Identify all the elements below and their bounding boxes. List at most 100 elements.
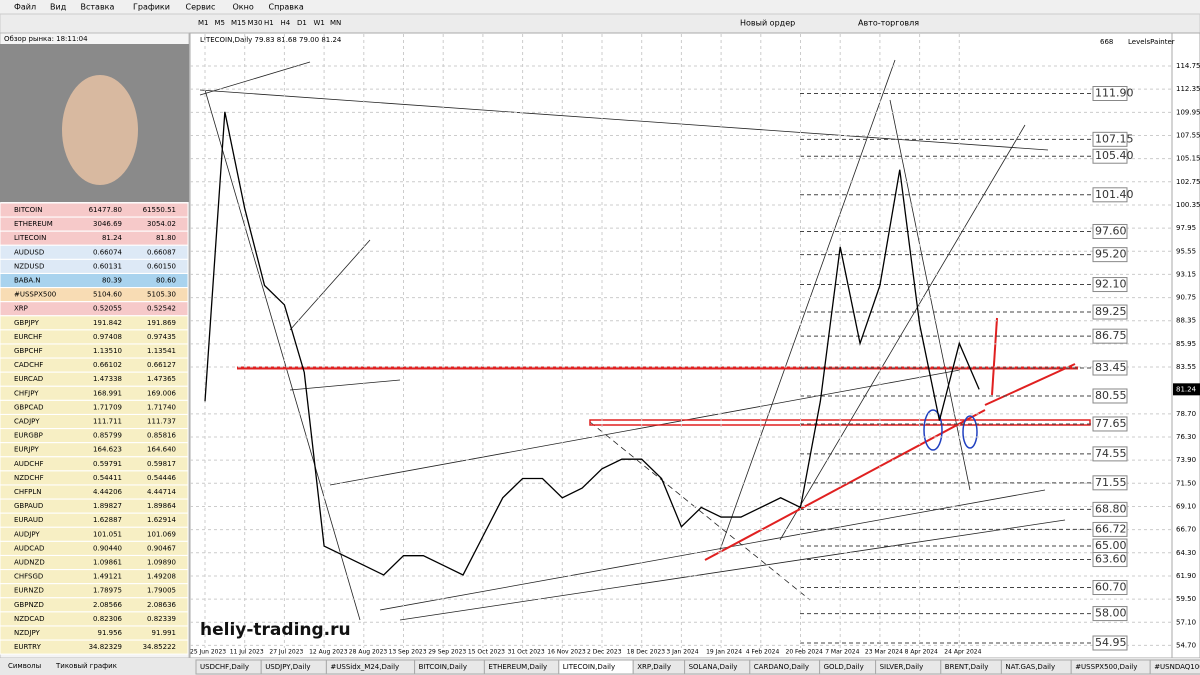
level-label: 74.55 — [1095, 447, 1127, 460]
symbol: CADJPY — [14, 418, 40, 426]
bid: 1.47338 — [93, 375, 122, 383]
ask: 81.80 — [156, 234, 176, 242]
symbol: GBPJPY — [14, 319, 40, 327]
bid: 1.62887 — [93, 516, 122, 524]
level-box — [1092, 360, 1128, 376]
level-box — [1092, 475, 1128, 491]
level-box — [1092, 187, 1128, 203]
menu-item: Вставка — [81, 3, 115, 12]
chart-tab-label: XRP,Daily — [637, 663, 671, 671]
chart-tab-label: ETHEREUM,Daily — [488, 663, 547, 671]
price-tick-label: 100.35 — [1176, 201, 1200, 209]
bid: 0.97408 — [93, 333, 122, 341]
price-tick-label: 109.95 — [1176, 108, 1200, 116]
ask: 91.991 — [152, 629, 177, 637]
price-tick-label: 76.30 — [1176, 433, 1196, 441]
chart-tab[interactable] — [1149, 659, 1200, 675]
bid: 2.08566 — [93, 601, 122, 609]
bid: 1.89827 — [93, 502, 122, 510]
chart-tab-label: LITECOIN,Daily — [563, 663, 615, 671]
bid: 111.711 — [93, 418, 122, 426]
highlight — [923, 409, 943, 451]
price-tick-label: 102.75 — [1176, 178, 1200, 186]
date-label: 20 Feb 2024 — [786, 649, 824, 656]
row-bg — [0, 639, 189, 655]
chart-tab-label: SILVER,Daily — [880, 663, 924, 671]
symbol: NZDCAD — [14, 615, 45, 623]
bid: 1.09861 — [93, 559, 122, 567]
level-label: 54.95 — [1095, 636, 1127, 649]
ask: 164.640 — [147, 446, 176, 454]
bid: 0.85799 — [93, 432, 122, 440]
level-box — [1092, 635, 1128, 651]
timeframe-button: H4 — [281, 19, 291, 27]
arrow — [984, 363, 1076, 406]
panel-tab: Символы — [8, 662, 41, 670]
symbol: LITECOIN — [14, 234, 46, 242]
price-tick-label: 64.30 — [1176, 549, 1196, 557]
chart-header: LITECOIN,Daily 79.83 81.68 79.00 81.24 — [200, 36, 342, 44]
bid: 164.623 — [93, 446, 122, 454]
symbol: GBPCHF — [14, 347, 43, 355]
level-box — [1092, 277, 1128, 293]
ask: 1.89864 — [147, 502, 176, 510]
ask: 0.90467 — [147, 544, 176, 552]
level-box — [1092, 223, 1128, 239]
ask: 0.52542 — [147, 305, 176, 313]
bar-count: 668 — [1100, 38, 1113, 46]
bid: 1.71709 — [93, 403, 122, 411]
ask: 34.85222 — [143, 643, 176, 651]
level-box — [1092, 552, 1128, 568]
chart-area — [189, 32, 1200, 659]
red-trend — [704, 409, 986, 561]
trend-lines — [199, 59, 1066, 621]
date-label: 28 Aug 2023 — [349, 649, 388, 656]
price-tick-label: 95.55 — [1176, 247, 1196, 255]
symbol: EURAUD — [14, 516, 43, 524]
webcam-face — [62, 75, 138, 185]
bid: 1.49121 — [93, 573, 122, 581]
bid: 91.956 — [98, 629, 123, 637]
symbol: EURJPY — [14, 446, 40, 454]
symbol: ETHEREUM — [14, 220, 53, 228]
symbol: EURCAD — [14, 375, 43, 383]
level-label: 71.55 — [1095, 476, 1127, 489]
date-label: 29 Sep 2023 — [428, 649, 466, 656]
level-label: 77.65 — [1095, 417, 1127, 430]
ask: 4.44714 — [147, 488, 176, 496]
ask: 0.85816 — [147, 432, 176, 440]
level-label: 105.40 — [1095, 149, 1134, 162]
price-tick-label: 93.15 — [1176, 270, 1196, 278]
highlight — [962, 415, 978, 449]
level-box — [1092, 501, 1128, 517]
symbol: XRP — [14, 305, 28, 313]
price-tick-label: 57.10 — [1176, 618, 1196, 626]
price-tick-label: 97.95 — [1176, 224, 1196, 232]
level-label: 101.40 — [1095, 188, 1134, 201]
timeframe-button: M15 — [231, 19, 246, 27]
price-tick-label: 73.90 — [1176, 456, 1196, 464]
level-label: 86.75 — [1095, 329, 1127, 342]
bid: 1.13510 — [93, 347, 122, 355]
chart-tab-label: CARDANO,Daily — [754, 663, 809, 671]
symbol: EURNZD — [14, 587, 44, 595]
symbol: GBPAUD — [14, 502, 43, 510]
date-label: 2 Dec 2023 — [587, 649, 622, 656]
chart-tab-label: BITCOIN,Daily — [419, 663, 467, 671]
symbol: NZDCHF — [14, 474, 44, 482]
price-tick-label: 114.75 — [1176, 62, 1200, 70]
price-tick-label: 85.95 — [1176, 340, 1196, 348]
timeframe-button: D1 — [297, 19, 307, 27]
price-tick-label: 61.90 — [1176, 572, 1196, 580]
level-box — [1092, 131, 1128, 147]
bid: 0.59791 — [93, 460, 122, 468]
ask: 111.737 — [147, 418, 176, 426]
level-label: 97.60 — [1095, 224, 1127, 237]
ask: 3054.02 — [147, 220, 176, 228]
price-tick-label: 88.35 — [1176, 317, 1196, 325]
price-tick-label: 107.55 — [1176, 131, 1200, 139]
level-box — [1092, 148, 1128, 164]
level-label: 83.45 — [1095, 361, 1127, 374]
chart-tab-label: GOLD,Daily — [824, 663, 864, 671]
